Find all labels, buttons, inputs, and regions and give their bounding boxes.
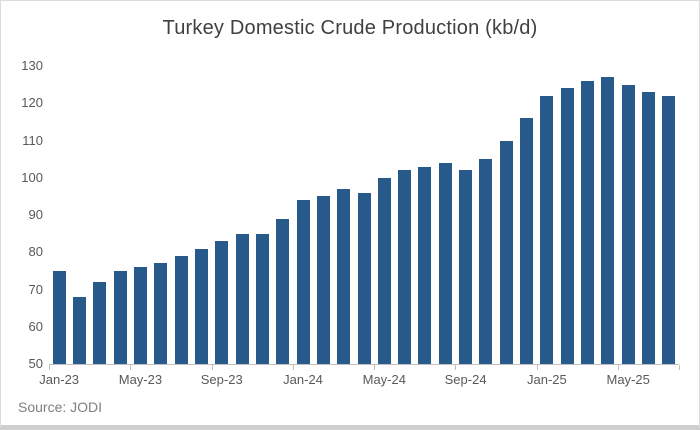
bar-oct-24 xyxy=(479,159,493,364)
x-axis-tick-label: Jan-25 xyxy=(527,372,567,387)
source-note: Source: JODI xyxy=(18,399,103,415)
bar-apr-25 xyxy=(601,77,615,364)
y-axis-tick-label: 110 xyxy=(22,132,43,148)
y-axis-tick-label: 70 xyxy=(28,281,43,297)
x-axis-tick xyxy=(49,365,50,370)
x-axis-tick-label: Jan-23 xyxy=(39,372,80,387)
bar-feb-25 xyxy=(560,88,574,364)
bar-apr-24 xyxy=(357,192,371,364)
bar-feb-23 xyxy=(72,296,86,364)
x-axis-tick xyxy=(455,365,456,370)
y-axis-tick-label: 60 xyxy=(28,318,43,334)
x-axis-tick-label: Jan-24 xyxy=(283,372,323,387)
y-axis-tick-label: 120 xyxy=(21,95,43,111)
bar-may-25 xyxy=(621,84,635,364)
bar-mar-23 xyxy=(93,282,107,364)
x-axis-tick xyxy=(130,365,131,370)
bar-jan-25 xyxy=(540,95,554,364)
bar-dec-23 xyxy=(276,218,290,364)
bar-apr-23 xyxy=(113,270,127,364)
x-axis-line xyxy=(49,364,679,365)
bar-dec-24 xyxy=(520,118,534,364)
bar-mar-24 xyxy=(337,188,351,364)
bar-aug-23 xyxy=(194,248,208,364)
x-axis-tick-label: Sep-23 xyxy=(200,372,243,387)
bar-jan-23 xyxy=(52,270,66,364)
bar-jun-24 xyxy=(398,170,412,364)
x-axis-tick-label: Sep-24 xyxy=(444,372,487,387)
x-axis-tick xyxy=(293,365,294,370)
bar-jul-24 xyxy=(418,166,432,364)
bar-nov-23 xyxy=(255,233,269,364)
bar-may-23 xyxy=(133,267,147,364)
x-axis-tick-label: May-25 xyxy=(606,372,650,387)
bar-jun-23 xyxy=(154,263,168,364)
bar-nov-24 xyxy=(499,140,513,364)
bar-jul-23 xyxy=(174,255,188,364)
bar-mar-25 xyxy=(581,80,595,364)
y-axis-tick-label: 100 xyxy=(21,169,43,185)
x-axis-tick-label: May-24 xyxy=(362,372,406,387)
x-axis-tick xyxy=(618,365,619,370)
x-axis-tick xyxy=(374,365,375,370)
x-axis-tick xyxy=(537,365,538,370)
bar-oct-23 xyxy=(235,233,249,364)
y-axis-tick-label: 50 xyxy=(28,356,43,371)
bar-may-24 xyxy=(377,177,391,364)
x-axis-tick-label: May-23 xyxy=(118,372,163,387)
x-axis-tick xyxy=(679,365,680,370)
bar-aug-24 xyxy=(438,162,452,364)
bar-jul-25 xyxy=(662,95,676,364)
bar-sep-23 xyxy=(215,241,229,364)
bar-sep-24 xyxy=(459,170,473,364)
bar-feb-24 xyxy=(316,196,330,364)
y-axis-tick-label: 80 xyxy=(28,244,43,260)
y-axis-tick-label: 90 xyxy=(28,207,43,222)
x-axis-tick xyxy=(212,365,213,370)
bar-jun-25 xyxy=(642,92,656,364)
chart-title: Turkey Domestic Crude Production (kb/d) xyxy=(162,17,538,39)
bar-jan-24 xyxy=(296,200,310,364)
y-axis-tick-label: 130 xyxy=(21,58,43,73)
